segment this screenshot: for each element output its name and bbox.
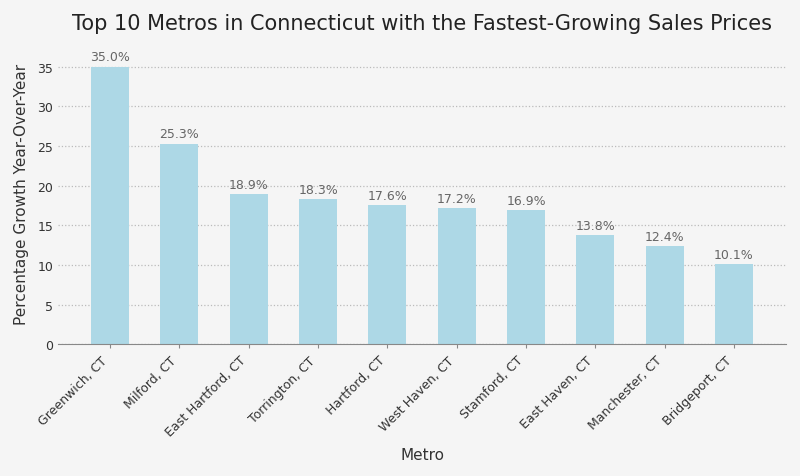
Bar xyxy=(299,200,337,345)
Bar xyxy=(230,195,268,345)
Text: 12.4%: 12.4% xyxy=(645,230,685,243)
Text: 16.9%: 16.9% xyxy=(506,195,546,208)
Text: 25.3%: 25.3% xyxy=(159,128,199,141)
Text: 35.0%: 35.0% xyxy=(90,51,130,64)
Bar xyxy=(160,144,198,345)
Bar xyxy=(91,68,129,345)
Text: 18.3%: 18.3% xyxy=(298,184,338,197)
Bar xyxy=(368,205,406,345)
Bar xyxy=(646,247,684,345)
Title: Top 10 Metros in Connecticut with the Fastest-Growing Sales Prices: Top 10 Metros in Connecticut with the Fa… xyxy=(72,14,772,34)
Bar xyxy=(576,236,614,345)
Bar xyxy=(715,265,753,345)
Text: 17.6%: 17.6% xyxy=(367,189,407,202)
Text: 13.8%: 13.8% xyxy=(575,219,615,232)
X-axis label: Metro: Metro xyxy=(400,447,444,462)
Bar xyxy=(438,208,476,345)
Bar xyxy=(507,211,545,345)
Y-axis label: Percentage Growth Year-Over-Year: Percentage Growth Year-Over-Year xyxy=(14,64,29,325)
Text: 17.2%: 17.2% xyxy=(437,192,477,205)
Text: 18.9%: 18.9% xyxy=(229,179,269,192)
Text: 10.1%: 10.1% xyxy=(714,248,754,261)
